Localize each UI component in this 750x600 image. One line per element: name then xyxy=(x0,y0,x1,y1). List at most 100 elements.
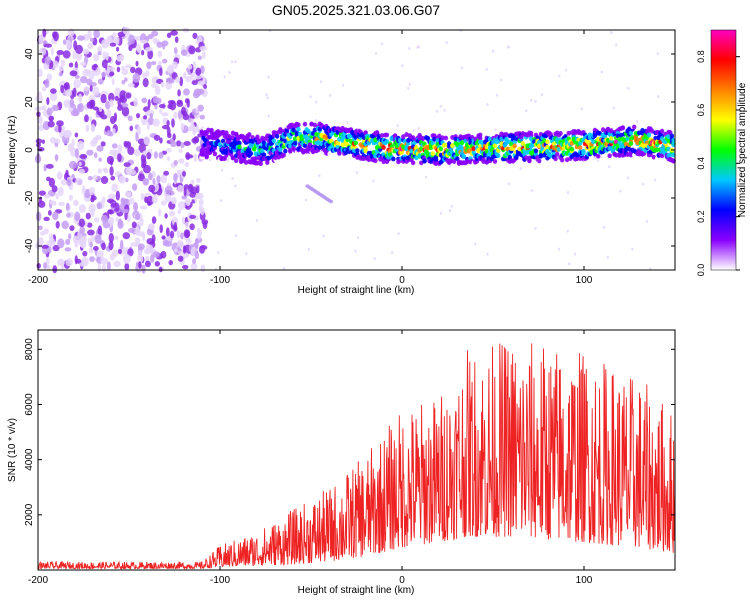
spectrogram-cell xyxy=(533,148,539,154)
spectrogram-cell xyxy=(34,106,43,111)
spectrogram-cell xyxy=(163,170,170,176)
spectrogram-cell xyxy=(626,176,630,180)
spectrogram-cell xyxy=(460,146,465,152)
spectrogram-cell xyxy=(123,162,131,168)
spectrogram-cell xyxy=(230,60,234,64)
spectrogram-cell xyxy=(189,223,195,231)
spectrogram-cell xyxy=(669,133,675,139)
spectrogram-cell xyxy=(318,174,321,178)
spectrogram-cell xyxy=(111,249,119,257)
spectrogram-cell xyxy=(127,83,135,88)
spectrogram-cell xyxy=(435,109,439,113)
spectrogram-cell xyxy=(173,47,178,55)
spectrogram-cell xyxy=(184,161,190,168)
spectrogram-cell xyxy=(110,202,117,208)
spectrogram-cell xyxy=(151,234,156,243)
spectrogram-x-tick-label: -100 xyxy=(210,275,230,286)
spectrogram-cell xyxy=(168,64,173,71)
spectrogram-cell xyxy=(208,158,212,162)
spectrogram-cell xyxy=(455,142,460,147)
spectrogram-cell xyxy=(87,42,94,50)
spectrogram-cell xyxy=(127,248,134,257)
spectrogram-cell xyxy=(120,197,126,204)
spectrogram-cell xyxy=(158,208,162,217)
spectrogram-cell xyxy=(101,263,106,273)
spectrogram-cell xyxy=(82,48,90,55)
spectrogram-cell xyxy=(109,42,117,47)
spectrogram-cell xyxy=(154,104,158,110)
spectrogram-cell xyxy=(181,195,188,200)
spectrogram-cell xyxy=(103,168,109,174)
spectrogram-x-label: Height of straight line (km) xyxy=(298,285,415,296)
snr-x-label: Height of straight line (km) xyxy=(298,585,415,596)
spectrogram-cell xyxy=(614,152,619,158)
spectrogram-cell xyxy=(499,78,503,82)
spectrogram-x-tick-label: -200 xyxy=(28,275,48,286)
spectrogram-y-tick-label: -40 xyxy=(24,238,35,253)
spectrogram-cell xyxy=(322,234,325,238)
spectrogram-cell xyxy=(494,128,497,132)
spectrogram-x-ticks: -200 -100 0 100 xyxy=(28,30,593,286)
spectrogram-cell xyxy=(92,246,99,251)
spectrogram-cell xyxy=(176,140,182,147)
spectrogram-cell xyxy=(100,214,108,223)
spectrogram-cell xyxy=(114,36,120,43)
spectrogram-cell xyxy=(110,175,116,181)
spectrogram-cell xyxy=(72,199,79,207)
colorbar-tick-label: 0.2 xyxy=(696,210,706,223)
spectrogram-cell xyxy=(97,46,103,53)
spectrogram-cell xyxy=(167,103,173,110)
spectrogram-cell xyxy=(53,31,59,42)
spectrogram-cell xyxy=(159,67,163,77)
spectrogram-cell xyxy=(131,221,137,229)
colorbar-tick-label: 0.8 xyxy=(696,50,706,63)
spectrogram-cell xyxy=(116,54,124,62)
spectrogram-cell xyxy=(422,158,427,164)
spectrogram-cell xyxy=(77,35,85,41)
spectrogram-cell xyxy=(157,60,162,66)
spectrogram-cell xyxy=(397,232,400,236)
spectrogram-cell xyxy=(79,75,88,84)
spectrogram-cell xyxy=(61,220,69,230)
spectrogram-cell xyxy=(169,230,175,239)
spectrogram-cell xyxy=(124,64,132,69)
spectrogram-cell xyxy=(133,202,139,212)
spectrogram-cell xyxy=(85,124,90,133)
spectrogram-cell xyxy=(451,159,457,164)
spectrogram-cell xyxy=(304,198,308,202)
spectrogram-cell xyxy=(177,201,186,210)
spectrogram-cell xyxy=(52,244,60,252)
spectrogram-cell xyxy=(399,149,404,155)
spectrogram-cell xyxy=(197,104,204,112)
spectrogram-cell xyxy=(67,233,72,240)
spectrogram-cell xyxy=(428,145,434,150)
spectrogram-cell xyxy=(189,214,196,219)
spectrogram-cell xyxy=(87,229,95,236)
spectrogram-cell xyxy=(206,140,211,146)
spectrogram-cell xyxy=(439,211,443,215)
spectrogram-cell xyxy=(206,127,211,133)
spectrogram-cell xyxy=(373,257,376,261)
spectrogram-cell xyxy=(495,93,499,97)
spectrogram-cell xyxy=(196,88,205,95)
spectrogram-cell xyxy=(98,157,102,162)
spectrogram-cell xyxy=(167,99,176,105)
spectrogram-cell xyxy=(143,115,148,120)
spectrogram-cell xyxy=(237,140,242,146)
spectrogram-cell xyxy=(430,140,435,146)
spectrogram-cell xyxy=(373,153,378,159)
spectrogram-cell xyxy=(100,141,106,147)
spectrogram-cell xyxy=(83,86,90,91)
spectrogram-cell xyxy=(141,97,148,104)
spectrogram-cell xyxy=(396,124,399,128)
spectrogram-cell xyxy=(220,129,226,135)
spectrogram-cell xyxy=(168,210,176,217)
spectrogram-cell xyxy=(198,205,202,212)
spectrogram-cell xyxy=(60,59,66,67)
spectrogram-cell xyxy=(141,72,148,79)
spectrogram-cell xyxy=(466,148,471,154)
spectrogram-cell xyxy=(55,192,59,200)
spectrogram-cell xyxy=(306,128,311,134)
spectrogram-cell xyxy=(373,158,378,164)
spectrogram-cell xyxy=(274,133,280,139)
